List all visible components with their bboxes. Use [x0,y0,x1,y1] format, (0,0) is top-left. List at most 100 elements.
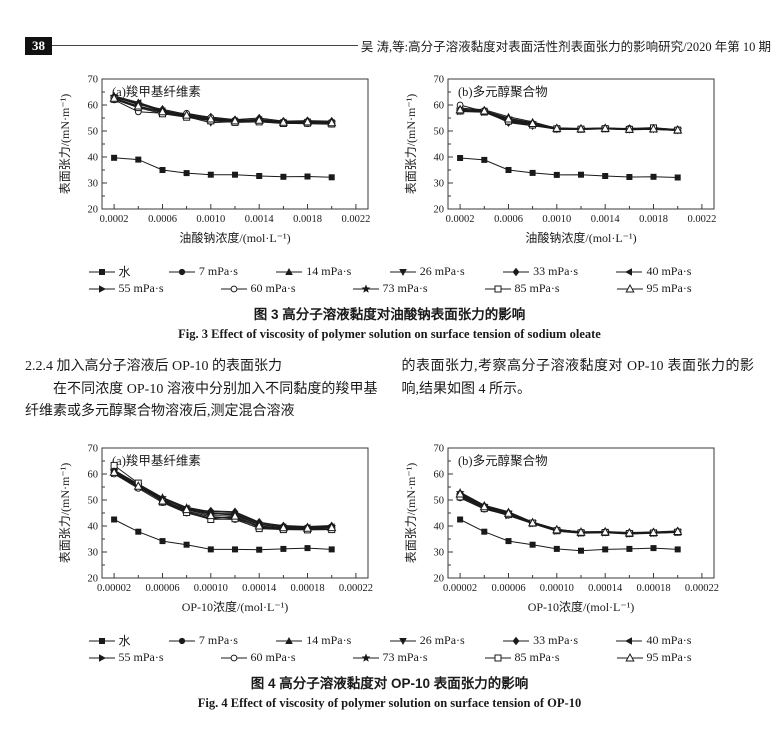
svg-text:(a)羧甲基纤维素: (a)羧甲基纤维素 [112,453,201,468]
figure4-caption-en: Fig. 4 Effect of viscosity of polymer so… [197,696,582,711]
filled-triangle-down-icon [389,268,416,276]
legend-row: 水 7 mPa·s 14 mPa·s 26 mPa·s 33 mPa·s 40 mPa·s [88,632,692,649]
figure3-chart-a: 20 30 40 50 60 70 0.0002 0.0006 0.0010 0.0014 0.00… [58,75,370,246]
legend-label: 73 mPa·s [382,281,428,295]
legend-item-40mPas: 40 mPa·s [615,632,691,649]
legend-label: 40 mPa·s [646,633,692,648]
svg-text:表面张力/(mN·m⁻¹): 表面张力/(mN·m⁻¹) [58,94,72,195]
legend-label: 26 mPa·s [419,264,465,278]
legend-label: 85 mPa·s [514,650,560,665]
svg-text:0.00002: 0.00002 [443,583,477,594]
legend-item-: 水 [88,632,131,649]
svg-text:50: 50 [87,127,98,138]
header-rule [52,45,358,46]
legend-label: 14 mPa·s [306,633,352,648]
legend-label: 73 mPa·s [382,650,428,665]
svg-text:20: 20 [87,574,98,585]
filled-circle-icon [168,637,195,644]
filled-triangle-down-icon [389,637,416,645]
legend-item-26mPas: 26 mPa·s [389,632,465,649]
filled-diamond-icon [503,636,530,645]
svg-text:40: 40 [87,522,98,533]
legend-item-55mPas: 55 mPa·s [88,281,164,296]
open-circle-icon [220,654,247,661]
figure3-charts: 20 30 40 50 60 70 0.0002 0.0006 0.0010 0.0014 0.00… [0,71,779,261]
filled-triangle-right-icon [88,653,115,662]
legend-item-7mPas: 7 mPa·s [168,632,238,649]
svg-text:0.0014: 0.0014 [590,214,620,225]
section-heading: 2.2.4 加入高分子溶液后 OP-10 的表面张力 [25,359,283,374]
legend-label: 7 mPa·s [198,633,238,648]
svg-text:0.0014: 0.0014 [244,214,274,225]
right-column-text: 的表面张力,考察高分子溶液黏度对 OP-10 表面张力的影响,结果如图 4 所示… [401,359,755,397]
figure-4: 20 30 40 50 60 70 0.00002 0.00006 0.00010 0.00014… [0,440,779,711]
svg-text:(b)多元醇聚合物: (b)多元醇聚合物 [458,453,548,468]
legend-item-14mPas: 14 mPa·s [275,263,351,280]
svg-text:40: 40 [87,153,98,164]
svg-text:0.00022: 0.00022 [338,583,372,594]
legend-label: 7 mPa·s [198,264,238,278]
open-square-icon [484,654,511,662]
legend-item-95mPas: 95 mPa·s [616,650,692,665]
svg-text:0.0002: 0.0002 [99,214,128,225]
svg-text:0.00006: 0.00006 [491,583,525,594]
legend-label: 60 mPa·s [250,650,296,665]
legend-label: 14 mPa·s [306,264,352,278]
section-2-2-4: 2.2.4 加入高分子溶液后 OP-10 的表面张力 在不同浓度 OP-10 溶… [0,356,779,424]
open-triangle-up-icon [616,283,643,292]
svg-text:60: 60 [433,470,444,481]
svg-text:0.00010: 0.00010 [539,583,573,594]
filled-diamond-icon [503,267,530,276]
legend-label: 水 [118,265,131,279]
legend-item-14mPas: 14 mPa·s [275,632,351,649]
legend-item-60mPas: 60 mPa·s [220,650,296,665]
running-header: 38 吴 涛,等:高分子溶液黏度对表面活性剂表面张力的影响研究/2020 年第 … [0,0,779,55]
svg-text:40: 40 [433,522,444,533]
legend-item-95mPas: 95 mPa·s [616,281,692,296]
svg-text:70: 70 [87,75,98,86]
svg-text:30: 30 [87,548,98,559]
open-circle-icon [220,285,247,292]
svg-text:0.0010: 0.0010 [196,214,225,225]
figure4-chart-b: 20 30 40 50 60 70 0.00002 0.00006 0.00010 0.00014… [404,444,719,615]
legend-label: 60 mPa·s [250,281,296,295]
svg-text:60: 60 [87,470,98,481]
legend-label: 33 mPa·s [533,264,579,278]
legend-item-55mPas: 55 mPa·s [88,650,164,665]
svg-text:0.0018: 0.0018 [639,214,668,225]
legend-label: 55 mPa·s [118,650,164,665]
svg-text:0.0022: 0.0022 [341,214,370,225]
legend-label: 55 mPa·s [118,281,164,295]
figure3-legend: 水 7 mPa·s 14 mPa·s 26 mPa·s 33 mPa·s 40 mPa·s… [0,263,779,296]
filled-star-icon [352,652,379,662]
legend-item-33mPas: 33 mPa·s [502,263,578,280]
svg-text:0.0010: 0.0010 [542,214,571,225]
open-triangle-up-icon [616,652,643,662]
legend-item-73mPas: 73 mPa·s [352,650,428,665]
legend-label: 95 mPa·s [646,281,692,295]
svg-text:20: 20 [87,205,98,216]
svg-text:40: 40 [433,153,444,164]
legend-row: 55 mPa·s 60 mPa·s 73 mPa·s 85 mPa·s 95 mPa·s [88,650,692,665]
filled-star-icon [352,283,379,293]
svg-text:0.0002: 0.0002 [445,214,474,225]
svg-text:20: 20 [433,574,444,585]
filled-triangle-left-icon [616,267,643,276]
running-head-text: 吴 涛,等:高分子溶液黏度对表面活性剂表面张力的影响研究/2020 年第 10 … [360,40,771,54]
figure4-charts: 20 30 40 50 60 70 0.00002 0.00006 0.00010 0.00014… [0,440,779,630]
svg-text:0.00014: 0.00014 [242,583,277,594]
legend-label: 33 mPa·s [533,633,579,648]
svg-text:0.00006: 0.00006 [145,583,179,594]
svg-text:0.00018: 0.00018 [290,583,324,594]
legend-label: 26 mPa·s [419,633,465,648]
filled-circle-icon [168,268,195,275]
figure-3: 20 30 40 50 60 70 0.0002 0.0006 0.0010 0.0014 0.00… [0,71,779,342]
filled-triangle-up-icon [276,267,303,275]
legend-item-7mPas: 7 mPa·s [168,263,238,280]
legend-label: 85 mPa·s [514,281,560,295]
figure3-chart-b: 20 30 40 50 60 70 0.0002 0.0006 0.0010 0.0014 0.00… [404,75,716,246]
svg-text:50: 50 [433,496,444,507]
filled-square-icon [88,637,115,644]
svg-text:60: 60 [433,101,444,112]
